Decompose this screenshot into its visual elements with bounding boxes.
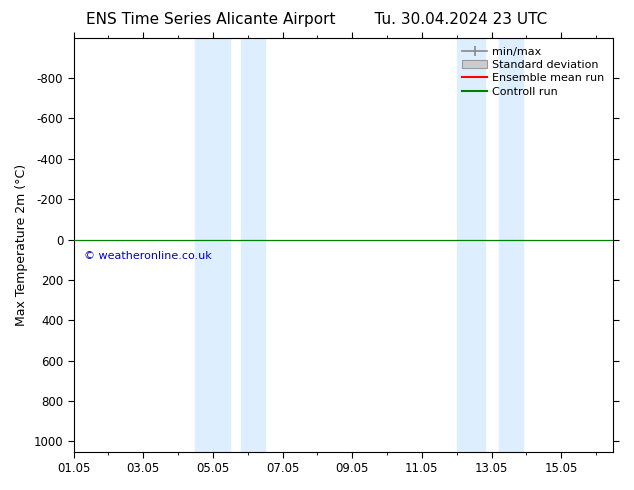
Bar bbox=[195, 38, 230, 452]
Text: ENS Time Series Alicante Airport        Tu. 30.04.2024 23 UTC: ENS Time Series Alicante Airport Tu. 30.… bbox=[86, 12, 548, 27]
Legend: min/max, Standard deviation, Ensemble mean run, Controll run: min/max, Standard deviation, Ensemble me… bbox=[459, 43, 608, 100]
Bar bbox=[241, 38, 265, 452]
Text: © weatheronline.co.uk: © weatheronline.co.uk bbox=[84, 251, 212, 261]
Bar bbox=[498, 38, 523, 452]
Bar bbox=[456, 38, 484, 452]
Y-axis label: Max Temperature 2m (°C): Max Temperature 2m (°C) bbox=[15, 164, 28, 326]
